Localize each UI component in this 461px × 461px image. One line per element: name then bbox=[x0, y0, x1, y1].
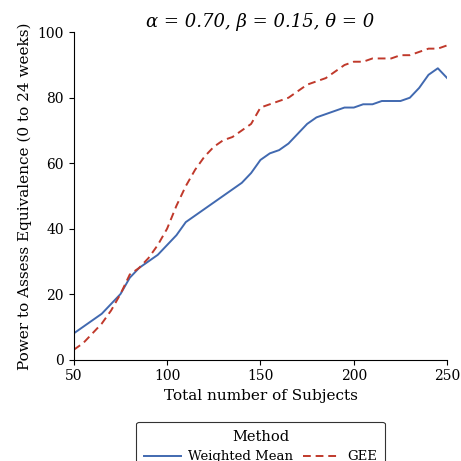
X-axis label: Total number of Subjects: Total number of Subjects bbox=[164, 389, 357, 403]
Legend: Weighted Mean, GEE: Weighted Mean, GEE bbox=[136, 422, 384, 461]
Y-axis label: Power to Assess Equivalence (0 to 24 weeks): Power to Assess Equivalence (0 to 24 wee… bbox=[18, 22, 32, 370]
Title: α = 0.70, β = 0.15, θ = 0: α = 0.70, β = 0.15, θ = 0 bbox=[146, 13, 375, 31]
